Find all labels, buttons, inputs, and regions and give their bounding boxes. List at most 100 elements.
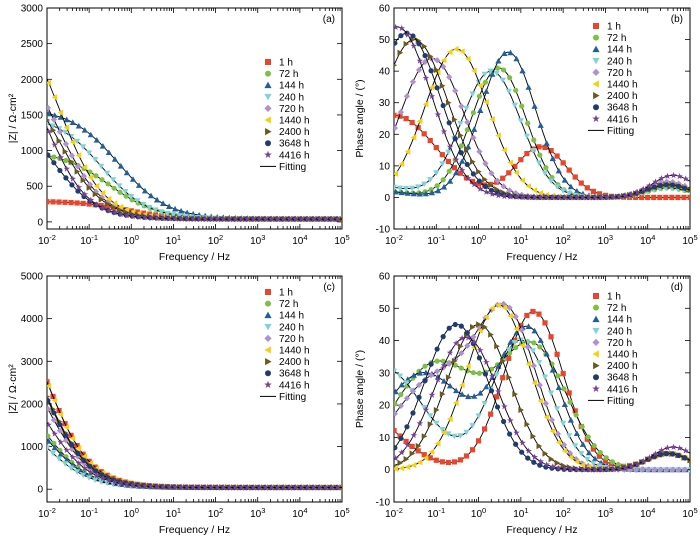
x-tick-label: 101 (166, 233, 181, 247)
legend-label: 240 h (279, 322, 304, 333)
data-point (47, 379, 50, 385)
data-point (74, 138, 81, 145)
legend-label: 3648 h (279, 139, 310, 150)
data-point (398, 449, 405, 456)
series-4416h (394, 23, 689, 201)
data-point (495, 388, 502, 395)
data-point (682, 175, 689, 182)
data-point (446, 143, 454, 150)
data-point (153, 196, 161, 203)
data-point (86, 184, 93, 191)
data-point (410, 190, 417, 197)
data-point (476, 321, 482, 328)
data-point (123, 481, 131, 488)
data-point (633, 466, 640, 473)
x-axis-label: Frequency / Hz (506, 251, 577, 263)
data-point (68, 200, 74, 206)
legend-marker (265, 59, 271, 65)
data-point (440, 183, 448, 190)
x-tick-label: 104 (640, 233, 655, 247)
data-point (572, 174, 578, 180)
data-point (99, 143, 106, 149)
data-point (500, 300, 507, 307)
data-point (548, 455, 555, 463)
data-point (434, 376, 442, 383)
legend-marker (592, 114, 600, 122)
data-point (458, 365, 464, 371)
data-point (501, 192, 508, 200)
data-point (457, 433, 464, 439)
data-point (189, 483, 197, 491)
data-point (177, 483, 185, 490)
data-point (226, 484, 233, 491)
data-point (512, 313, 519, 320)
data-point (310, 215, 317, 222)
data-point (80, 177, 87, 184)
data-point (47, 79, 52, 86)
data-point (523, 133, 530, 140)
data-point (63, 165, 70, 172)
data-point (439, 391, 446, 398)
data-point (170, 212, 177, 218)
legend-label: 2400 h (279, 357, 310, 368)
data-point (404, 190, 411, 196)
data-point (670, 182, 676, 188)
data-point (422, 74, 430, 81)
data-point (394, 445, 398, 451)
data-point (482, 79, 489, 85)
data-point (398, 24, 405, 32)
x-tick-label: 104 (292, 506, 307, 520)
data-point (542, 450, 549, 457)
data-point (597, 193, 605, 201)
data-point (47, 445, 51, 451)
data-point (176, 213, 183, 219)
data-point (110, 177, 117, 183)
data-point (51, 410, 57, 416)
data-point (421, 131, 427, 137)
data-point (51, 94, 58, 101)
panel-label: (d) (671, 282, 683, 293)
data-point (531, 453, 538, 460)
data-point (446, 349, 454, 356)
data-point (68, 465, 75, 472)
data-point (622, 192, 629, 199)
data-point (482, 323, 488, 331)
data-point (459, 48, 465, 55)
data-point (495, 301, 501, 309)
data-point (639, 466, 646, 473)
data-point (433, 457, 439, 463)
legend-label: 72 h (279, 69, 298, 80)
data-point (99, 472, 105, 478)
data-point (591, 466, 599, 473)
data-point (476, 370, 483, 376)
data-point (469, 447, 476, 453)
data-point (208, 215, 215, 222)
data-point (609, 193, 617, 200)
data-point (475, 413, 482, 419)
data-point (160, 200, 167, 206)
data-point (549, 155, 556, 162)
data-point (410, 33, 416, 39)
legend-label: 2400 h (607, 361, 638, 372)
data-point (464, 175, 472, 182)
data-point (543, 194, 550, 201)
x-tick-label: 10-1 (80, 506, 98, 520)
data-point (451, 459, 458, 465)
panel-label: (c) (323, 282, 335, 293)
x-tick-label: 103 (598, 233, 613, 247)
data-point (682, 455, 688, 461)
y-tick-label: 5000 (21, 272, 44, 283)
data-point (403, 380, 410, 386)
legend-marker (265, 370, 271, 377)
data-point (422, 406, 430, 413)
data-point (549, 463, 556, 470)
data-point (494, 394, 500, 400)
data-point (433, 66, 440, 74)
data-point (47, 382, 52, 389)
data-point (422, 454, 429, 462)
data-point (640, 457, 647, 465)
data-point (433, 406, 440, 414)
data-point (98, 194, 106, 201)
data-point (398, 381, 405, 388)
